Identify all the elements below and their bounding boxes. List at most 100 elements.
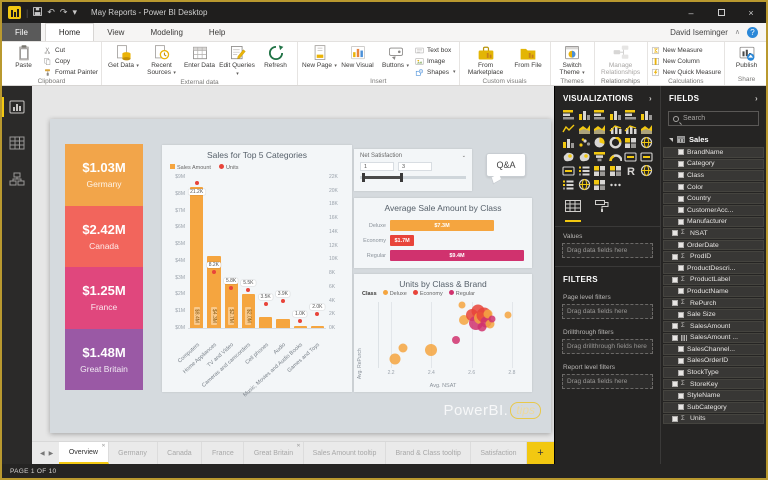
visual-type-stacked-area-chart[interactable] <box>593 123 607 135</box>
visual-type-line-chart[interactable] <box>562 123 576 135</box>
visual-type-power-apps[interactable] <box>578 179 592 191</box>
units-data-point[interactable] <box>315 312 320 317</box>
ribbon-button-get-data[interactable]: Get Data ▾ <box>105 43 142 78</box>
visual-type-table[interactable] <box>593 165 607 177</box>
ribbon-button-new-measure[interactable]: New Measure <box>651 45 722 55</box>
net-satisfaction-slicer[interactable]: Net Satisfaction ⌄ 1 3 <box>354 149 472 191</box>
kpi-card-great-britain[interactable]: $1.48M Great Britain <box>65 328 143 390</box>
ribbon-button-new-page[interactable]: New Page ▾ <box>301 43 338 77</box>
collapse-panel-icon[interactable]: › <box>755 94 758 103</box>
bar-economy[interactable]: $1.7M <box>390 235 415 246</box>
tab-scroll-left-icon[interactable]: ◀ <box>40 450 45 457</box>
field-salesamount[interactable]: Σ SalesAmount <box>663 320 764 332</box>
field-prodid[interactable]: Σ ProdID <box>663 251 764 262</box>
kpi-card-germany[interactable]: $1.03M Germany <box>65 144 143 206</box>
visual-type-gauge[interactable] <box>609 151 623 163</box>
kpi-card-france[interactable]: $1.25M France <box>65 267 143 329</box>
ribbon-button-switch-theme[interactable]: Switch Theme ▾ <box>554 43 591 77</box>
field-checkbox[interactable] <box>678 404 684 411</box>
collapse-table-icon[interactable] <box>669 137 673 142</box>
visual-type-area-chart[interactable] <box>578 123 592 135</box>
field-checkbox[interactable] <box>678 207 684 214</box>
scatter-bubble[interactable] <box>458 315 469 326</box>
visual-type-stacked-bar-chart[interactable] <box>562 109 576 121</box>
scatter-bubble[interactable] <box>504 311 512 319</box>
close-button[interactable]: × <box>748 7 754 18</box>
units-data-point[interactable] <box>194 180 199 185</box>
field-checkbox[interactable] <box>672 276 678 283</box>
report-page[interactable]: $1.03M Germany $2.42M Canada $1.25M France $1.… <box>50 119 551 433</box>
visual-type-ribbon-chart[interactable] <box>640 123 654 135</box>
field-sale-size[interactable]: Sale Size <box>663 309 764 320</box>
menu-item-modeling[interactable]: Modeling <box>150 27 183 37</box>
average-sale-amount-visual[interactable]: Average Sale Amount by Class Deluxe $7.3M… <box>354 198 532 268</box>
scatter-bubble[interactable] <box>389 353 401 365</box>
close-tab-icon[interactable]: ✕ <box>296 443 301 449</box>
field-checkbox[interactable] <box>678 184 684 191</box>
visual-type-filled-map[interactable] <box>562 151 576 163</box>
ribbon-button-copy[interactable]: Copy <box>43 56 98 66</box>
field-productdescri-[interactable]: ProductDescri... <box>663 262 764 274</box>
field-stylename[interactable]: StyleName <box>663 390 764 402</box>
tab-scroll-right-icon[interactable]: ▶ <box>48 450 54 457</box>
field-storekey[interactable]: Σ StoreKey <box>663 378 764 390</box>
visual-type-arcgis-map[interactable] <box>640 165 654 177</box>
fields-tab[interactable] <box>565 199 581 222</box>
help-icon[interactable]: ? <box>747 26 758 38</box>
ribbon-button-refresh[interactable]: Refresh <box>257 43 294 78</box>
close-tab-icon[interactable]: ✕ <box>101 443 106 449</box>
field-units[interactable]: Σ Units <box>663 413 764 425</box>
visual-type-stacked-column-chart[interactable] <box>578 109 592 121</box>
save-icon[interactable] <box>33 7 43 18</box>
field-subcategory[interactable]: SubCategory <box>663 402 764 413</box>
rail-item-model-view[interactable] <box>2 168 32 190</box>
visual-type-100-stacked-column-chart[interactable] <box>640 109 654 121</box>
customize-toolbar-caret[interactable]: ▾ <box>72 7 77 17</box>
signed-in-user[interactable]: David Iseminger <box>670 27 728 37</box>
visual-type-key-influencers[interactable] <box>562 179 576 191</box>
ribbon-button-shapes[interactable]: Shapes ▾ <box>415 67 456 77</box>
report-canvas[interactable]: $1.03M Germany $2.42M Canada $1.25M France $1.… <box>32 86 554 441</box>
fields-search-input[interactable]: Search <box>668 111 759 126</box>
menu-item-view[interactable]: View <box>107 27 125 37</box>
field-checkbox[interactable] <box>678 346 684 353</box>
units-data-point[interactable] <box>211 269 216 274</box>
ribbon-button-edit-queries[interactable]: Edit Queries ▾ <box>219 43 256 78</box>
sales-amount-bar[interactable] <box>259 317 273 328</box>
scatter-bubble[interactable] <box>451 336 460 345</box>
format-tab[interactable] <box>595 199 609 222</box>
collapse-panel-icon[interactable]: › <box>649 94 652 103</box>
field-color[interactable]: Color <box>663 181 764 193</box>
scatter-bubble[interactable] <box>485 319 495 329</box>
field-productlabel[interactable]: Σ ProductLabel <box>663 274 764 286</box>
undo-icon[interactable]: ↶ <box>47 7 55 17</box>
ribbon-button-text-box[interactable]: Text box <box>415 45 456 55</box>
ribbon-button-image[interactable]: Image <box>415 56 456 66</box>
field-stocktype[interactable]: StockType <box>663 367 764 378</box>
visual-type-donut-chart[interactable] <box>609 137 623 149</box>
field-checkbox[interactable] <box>678 265 684 272</box>
field-country[interactable]: Country <box>663 193 764 204</box>
field-checkbox[interactable] <box>672 415 678 422</box>
scatter-bubble[interactable] <box>398 343 408 353</box>
ribbon-button-new-quick-measure[interactable]: New Quick Measure <box>651 67 721 77</box>
visual-type-card[interactable] <box>624 151 638 163</box>
slicer-handle-left[interactable] <box>362 173 365 182</box>
ribbon-button-paste[interactable]: Paste <box>5 43 42 77</box>
field-saleschannel-[interactable]: SalesChannel... <box>663 344 764 355</box>
units-by-class-brand-visual[interactable]: Units by Class & Brand Class Deluxe Econom… <box>354 274 532 392</box>
visual-type-kpi[interactable] <box>562 165 576 177</box>
field-checkbox[interactable] <box>672 323 678 330</box>
field-checkbox[interactable] <box>672 253 678 260</box>
field-checkbox[interactable] <box>678 172 684 179</box>
visual-type-custom-visual[interactable] <box>593 179 607 191</box>
field-productname[interactable]: ProductName <box>663 286 764 297</box>
page-tab-france[interactable]: France <box>202 442 245 464</box>
slicer-range-track[interactable] <box>360 173 466 182</box>
visual-type-pie-chart[interactable] <box>593 137 607 149</box>
sales-amount-bar[interactable]: $2.0M <box>241 294 255 328</box>
field-orderdate[interactable]: OrderDate <box>663 239 764 251</box>
page-tab-germany[interactable]: Germany <box>109 442 158 464</box>
collapse-ribbon-icon[interactable]: ∧ <box>734 29 740 36</box>
visual-type-scatter-chart[interactable] <box>578 137 592 149</box>
